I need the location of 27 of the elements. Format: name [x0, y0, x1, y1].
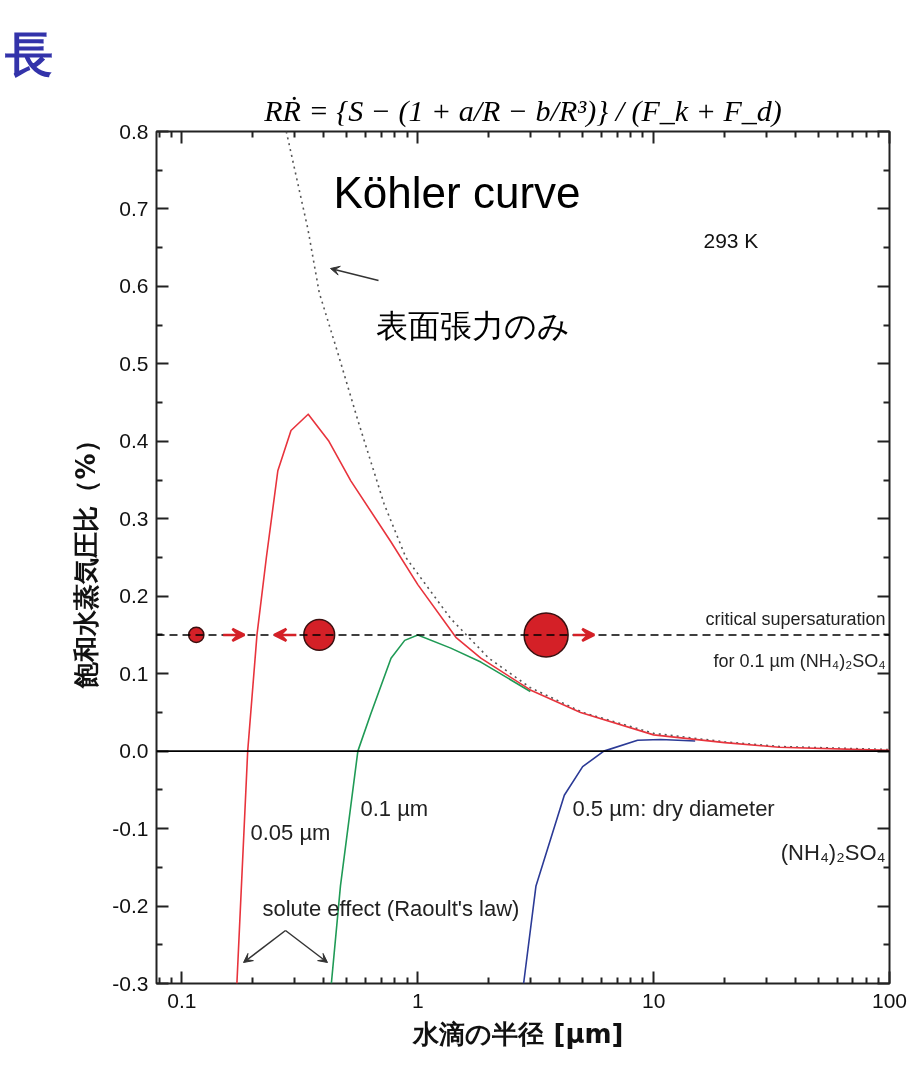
x-tick-label: 0.1 [167, 988, 197, 1012]
y-tick-label: 0.8 [119, 119, 149, 143]
series-label: 0.05 µm [250, 820, 331, 845]
text: critical supersaturation for 0.1 µm (NH₄)₂SO₄ [705, 608, 886, 671]
y-tick-label: -0.3 [112, 971, 149, 995]
annotation: 表面張力のみ [375, 306, 570, 345]
y-tick-label: -0.2 [112, 894, 149, 918]
y-tick-label: 0.2 [119, 584, 149, 608]
x-tick-label: 10 [641, 988, 666, 1012]
y-tick-label: 0.0 [119, 739, 149, 763]
chart-title: RṘ = {S − (1 + a/R − b/R³)} / (F_k + F_d) [263, 93, 782, 128]
y-tick-label: 0.5 [119, 351, 149, 375]
annotation: Köhler curve [333, 168, 581, 217]
y-tick-label: -0.1 [112, 816, 149, 840]
x-tick-label: 1 [411, 988, 424, 1012]
y-tick-label: 0.7 [119, 196, 149, 220]
x-axis-title: 水滴の半径 [µm] [412, 1018, 624, 1049]
y-tick-label: 0.3 [119, 506, 149, 530]
y-tick-label: 0.1 [119, 661, 149, 685]
series-label: 0.1 µm [360, 796, 429, 821]
y-tick-label: 0.4 [119, 429, 149, 453]
x-tick-label: 100 [871, 988, 908, 1012]
annotation: 293 K [703, 229, 759, 252]
y-axis-title: 飽和水蒸気圧比（%） [71, 427, 102, 689]
text: 長 [3, 25, 53, 82]
series-label: 0.5 µm: dry diameter (NH₄)₂SO₄ [572, 796, 886, 865]
y-tick-label: 0.6 [119, 274, 149, 298]
